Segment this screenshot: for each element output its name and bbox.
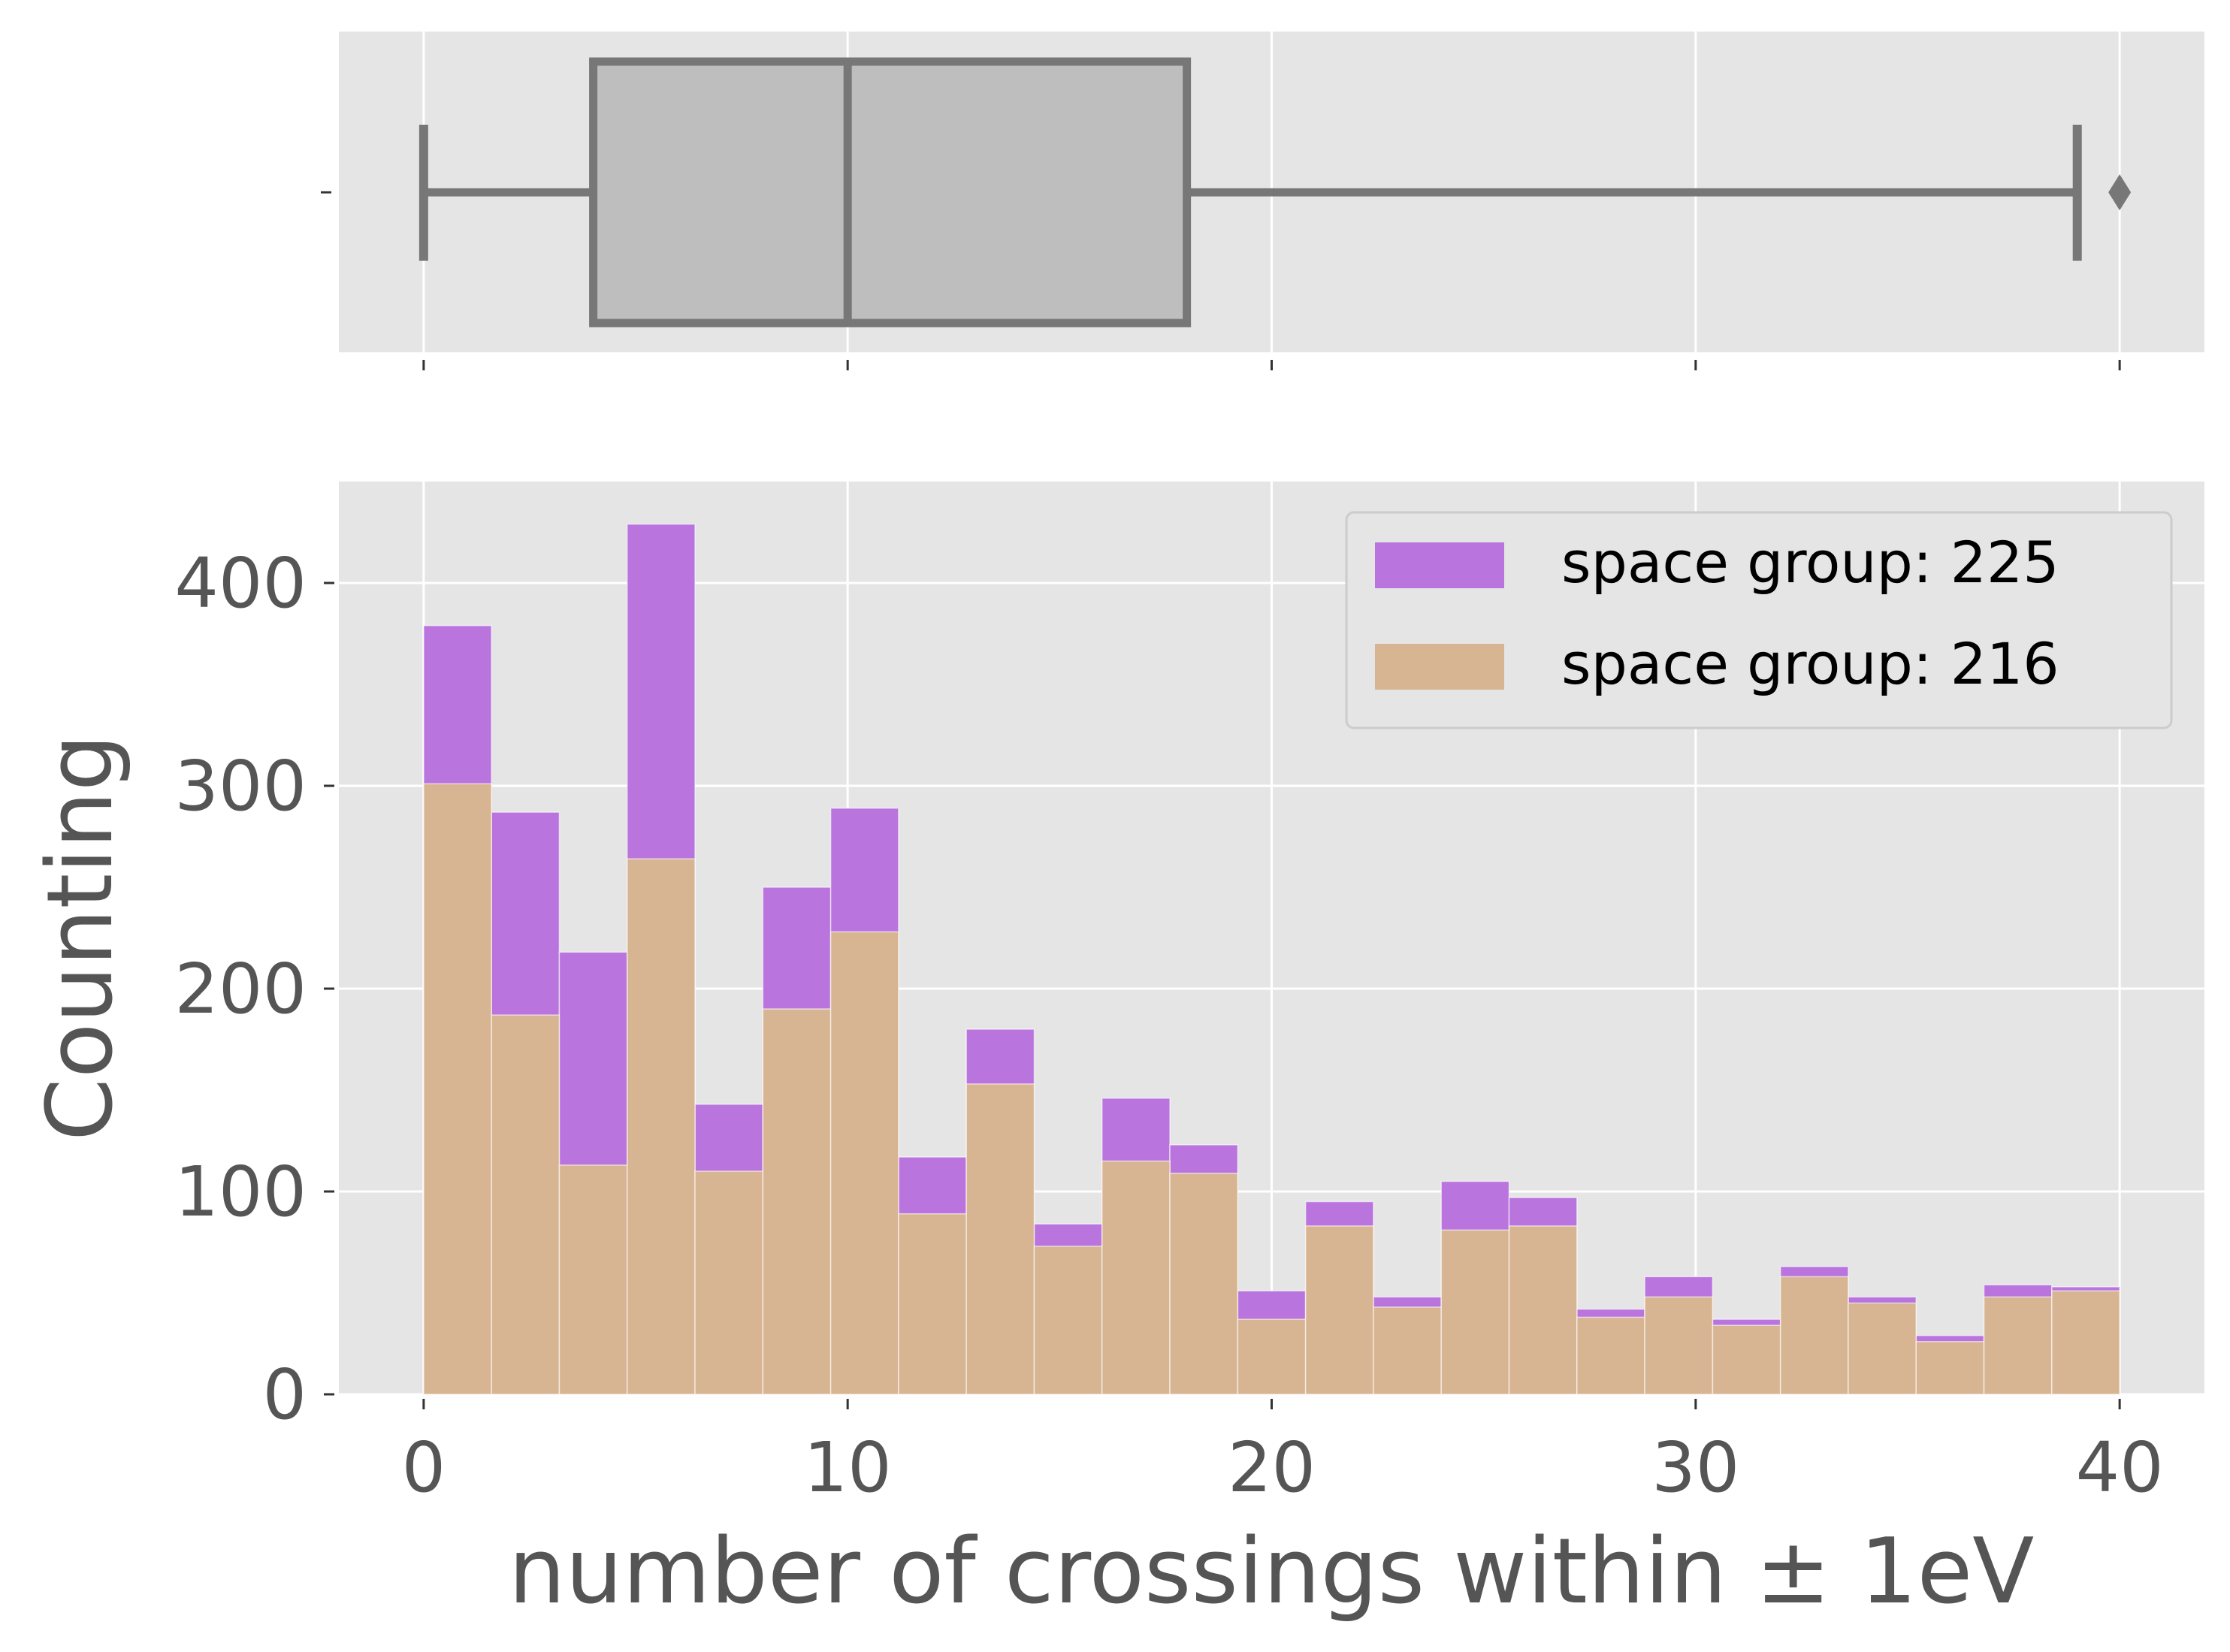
x-tick-label: 40 (2076, 1427, 2164, 1508)
bar-space-group-216 (1848, 1302, 1917, 1395)
legend-label-space-group-216: space group: 216 (1561, 630, 2059, 697)
legend-label-space-group-225: space group: 225 (1561, 529, 2059, 596)
bar-space-group-216 (1373, 1306, 1442, 1395)
boxplot-ticks (321, 191, 2121, 370)
y-tick-label: 300 (174, 746, 307, 826)
bar-space-group-216 (1712, 1324, 1781, 1395)
histogram-bars (423, 523, 2120, 1395)
x-tick-label: 30 (1651, 1427, 1739, 1508)
bar-space-group-216 (762, 1008, 832, 1395)
x-tick-label: 10 (804, 1427, 892, 1508)
x-axis-label: number of crossings within ± 1eV (509, 1520, 2035, 1624)
bar-space-group-216 (423, 783, 492, 1395)
bar-space-group-216 (1508, 1225, 1578, 1395)
bar-space-group-216 (491, 1014, 561, 1395)
bar-space-group-216 (1915, 1341, 1985, 1395)
bar-space-group-216 (1169, 1172, 1239, 1395)
bar-space-group-216 (1304, 1225, 1374, 1395)
boxplot-marks (419, 57, 2132, 328)
legend: space group: 225 space group: 216 (1345, 511, 2173, 729)
y-axis-label: Counting (29, 734, 133, 1141)
bar-space-group-216 (694, 1170, 764, 1395)
x-tick-label: 0 (402, 1427, 446, 1508)
iqr-box (589, 57, 1192, 328)
x-tick-label: 20 (1228, 1427, 1316, 1508)
histogram-ticks (324, 581, 2121, 1409)
legend-swatch-space-group-216 (1375, 644, 1504, 690)
y-tick-label: 0 (262, 1355, 307, 1435)
legend-box (1345, 511, 2173, 729)
outlier-marker (2108, 174, 2132, 210)
legend-swatch-space-group-225 (1375, 542, 1504, 588)
bar-space-group-216 (1033, 1246, 1103, 1395)
bar-space-group-216 (829, 931, 899, 1395)
bar-space-group-216 (898, 1213, 967, 1395)
boxplot-panel (321, 32, 2204, 370)
bar-space-group-216 (1644, 1296, 1714, 1395)
bar-space-group-216 (558, 1164, 628, 1395)
y-tick-label: 100 (174, 1152, 307, 1232)
bar-space-group-216 (1101, 1160, 1171, 1395)
bar-space-group-216 (1983, 1296, 2053, 1395)
bar-space-group-216 (626, 858, 696, 1395)
bar-space-group-216 (1576, 1316, 1645, 1395)
y-tick-label: 400 (174, 543, 307, 624)
bar-space-group-216 (1237, 1318, 1307, 1395)
bar-space-group-216 (1779, 1276, 1849, 1395)
bar-space-group-216 (2051, 1290, 2120, 1395)
y-tick-label: 200 (174, 949, 307, 1029)
bar-space-group-216 (1440, 1229, 1510, 1395)
bar-space-group-216 (965, 1083, 1035, 1395)
